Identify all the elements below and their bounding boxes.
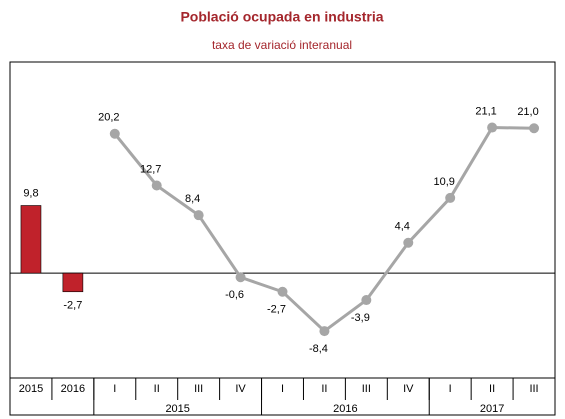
data-label: 4,4 [395, 221, 410, 233]
group-label: 2015 [165, 403, 189, 415]
data-label: 21,1 [475, 105, 496, 117]
x-tick-label: I [281, 383, 284, 395]
x-tick-label: III [362, 383, 371, 395]
point [235, 272, 246, 283]
point [277, 286, 288, 297]
plot-frame [9, 61, 556, 416]
data-label: 9,8 [23, 187, 38, 199]
point [193, 210, 204, 221]
point [445, 192, 456, 203]
point [109, 128, 120, 139]
data-label: -2,7 [63, 300, 82, 312]
data-label: -8,4 [309, 343, 328, 355]
x-tick-label: II [154, 383, 160, 395]
data-label: 21,0 [517, 106, 538, 118]
data-label: -2,7 [267, 304, 286, 316]
x-tick-label: IV [403, 383, 414, 395]
chart-subtitle: taxa de variació interanual [212, 38, 352, 52]
point [487, 122, 498, 133]
point [529, 123, 540, 134]
data-label: 8,4 [185, 193, 200, 205]
data-label: 10,9 [433, 176, 454, 188]
point [151, 180, 162, 191]
x-tick-label: I [449, 383, 452, 395]
x-tick-label: 2015 [19, 383, 43, 395]
data-label: 20,2 [98, 112, 119, 124]
point [319, 326, 330, 337]
line [113, 126, 535, 334]
x-tick-label: IV [235, 383, 246, 395]
x-tick-label: III [529, 383, 538, 395]
chart-title: Població ocupada en industria [180, 9, 383, 25]
data-label: 12,7 [140, 163, 161, 175]
group-label: 2017 [480, 403, 504, 415]
bar [62, 272, 84, 293]
x-tick-label: II [321, 383, 327, 395]
point [361, 295, 372, 306]
x-tick-label: III [194, 383, 203, 395]
bar [20, 205, 42, 274]
point [403, 237, 414, 248]
x-tick-label: II [489, 383, 495, 395]
data-label: -0,6 [225, 289, 244, 301]
group-label: 2016 [333, 403, 357, 415]
data-label: -3,9 [351, 312, 370, 324]
x-tick-label: 2016 [61, 383, 85, 395]
x-tick-label: I [113, 383, 116, 395]
